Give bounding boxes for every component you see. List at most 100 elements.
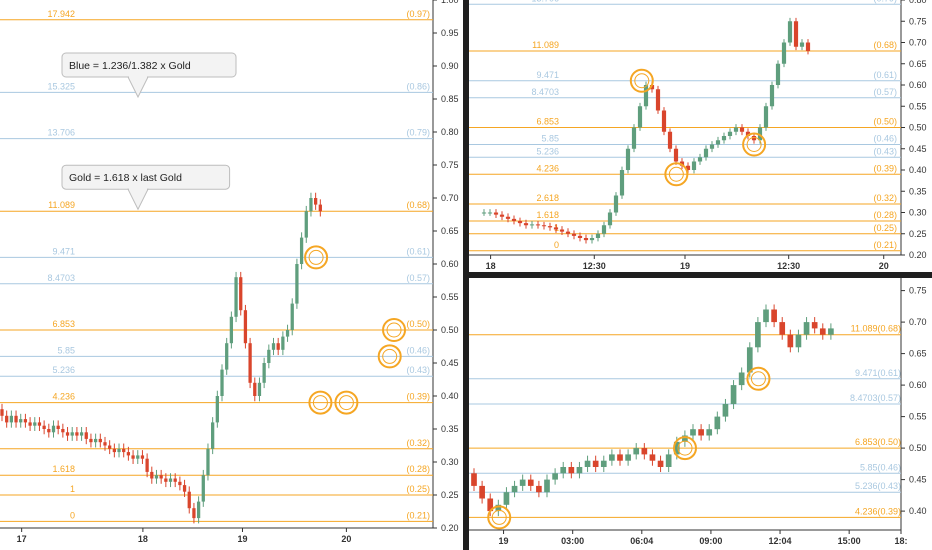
candle-body [673,441,680,455]
candle-body [47,429,51,433]
fib-level-left-label: 6.853 [52,319,75,329]
y-tick-label: 0.30 [909,208,927,218]
candle-body [505,216,511,219]
y-tick-label: 0.65 [909,349,927,359]
candle-body [211,422,215,449]
fib-level-left-label: 11.089 [48,200,75,210]
annotation-callout: Blue = 1.236/1.382 x Gold [61,52,237,99]
candle-body [679,161,685,166]
y-tick-label: 0.60 [909,380,927,390]
annotation-pointer [127,188,149,211]
candle-body [577,235,583,238]
candle-body [304,211,308,238]
candle-body [721,136,727,141]
candle-body [727,131,733,136]
chart-top-right: 0.80 0.75 0.70 0.65 0.60 0.55 0.50 0.45 0.40 0.35… [469,0,932,272]
candle-body [159,475,163,479]
candle-body [641,448,648,455]
candle-body [299,237,304,264]
fib-level-right-label: (0.50) [406,319,430,329]
candle-body [609,454,615,461]
candle-body [471,473,477,486]
fib-level-left-label: 5.236 [52,365,75,375]
candle-body [89,438,93,443]
y-tick-label: 0.40 [909,165,927,175]
candle-body [65,432,70,436]
fib-level-right-label: (0.61) [873,70,897,80]
fib-level-right-label: (0.21) [873,240,897,250]
candle-body [225,343,229,370]
candle-body [649,85,655,90]
candle-body [571,233,577,236]
candle-body [589,238,595,241]
x-tick-label: 12:30 [777,261,800,271]
candle-body [523,223,529,226]
candle-body [70,432,74,436]
candle-body [673,148,679,162]
fib-level-right-label: (0.57) [406,273,430,283]
fib-level-right-label: (0.32) [873,193,897,203]
fib-circle-inner [668,166,684,182]
candle-body [746,347,753,373]
x-tick-label: 17 [17,534,27,544]
y-tick-label: 0.25 [441,490,459,500]
fib-level-left-label: 5.236 [536,146,559,156]
candle-body [529,224,535,226]
candle-body [5,415,9,423]
candle-body [215,396,219,423]
fib-level-left-label: 9.471 [536,70,559,80]
fib-level-right-label: (0.86) [406,81,430,91]
candle-body [576,467,583,474]
y-tick-label: 0.40 [909,506,927,516]
fib-circle [673,436,697,461]
y-tick-label: 0.70 [909,317,927,327]
y-tick-label: 0.75 [909,16,927,26]
fib-circle-inner [677,440,693,456]
candle-body [738,372,745,386]
candle-body [290,303,294,330]
candle-body [154,475,159,479]
candle-body [117,448,121,453]
candle-body [781,42,787,64]
candle-body [84,432,88,439]
candle-body [536,485,542,493]
y-tick-label: 0.35 [909,186,927,196]
x-tick-label: 19 [499,536,509,546]
x-tick-label: 09:00 [699,536,722,546]
candle-body [220,369,224,396]
candle-body [828,328,834,335]
candle-body [262,363,266,383]
candle-body [625,454,631,461]
fib-level-right-label: (0.68) [873,40,897,50]
candle-body [168,478,173,482]
candle-body [487,212,493,214]
fib-level-left-label: 2.618 [536,193,559,203]
candle-body [511,485,518,493]
fib-circle [304,245,329,270]
candle-body [775,63,781,85]
candle-body [173,478,177,482]
candle-body [547,226,553,228]
candle-body [229,316,234,344]
candle-body [685,165,691,170]
candle-body [553,227,559,230]
annotation-pointer-mask [129,75,147,78]
y-tick-label: 0.20 [909,250,927,260]
fib-level-right-label: 11.089(0.68) [851,324,901,334]
x-tick-label: 20 [879,261,889,271]
candle-body [751,136,757,141]
candle-body [819,328,826,335]
candle-body [811,322,818,329]
candle-body [309,198,313,212]
candle-body [481,212,487,214]
candle-body [479,485,485,499]
fib-circle [377,344,402,369]
y-tick-label: 0.40 [441,391,459,401]
candle-body [267,349,271,363]
fib-circle-inner [386,322,402,338]
candle-body [9,415,14,423]
candle-body [568,467,575,474]
candle-body [613,195,619,213]
candle-body [75,432,79,436]
candle-body [745,131,751,136]
